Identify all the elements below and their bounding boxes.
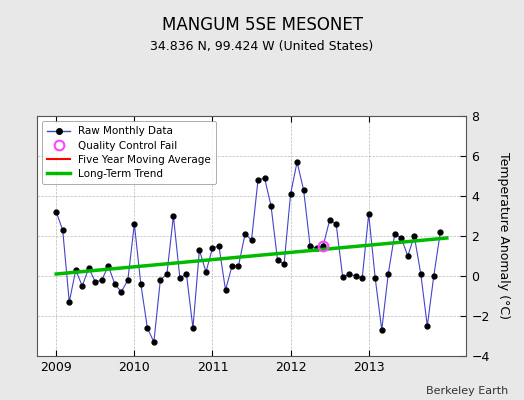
Text: MANGUM 5SE MESONET: MANGUM 5SE MESONET — [161, 16, 363, 34]
Text: 34.836 N, 99.424 W (United States): 34.836 N, 99.424 W (United States) — [150, 40, 374, 53]
Legend: Raw Monthly Data, Quality Control Fail, Five Year Moving Average, Long-Term Tren: Raw Monthly Data, Quality Control Fail, … — [42, 121, 216, 184]
Text: Berkeley Earth: Berkeley Earth — [426, 386, 508, 396]
Y-axis label: Temperature Anomaly (°C): Temperature Anomaly (°C) — [497, 152, 510, 320]
